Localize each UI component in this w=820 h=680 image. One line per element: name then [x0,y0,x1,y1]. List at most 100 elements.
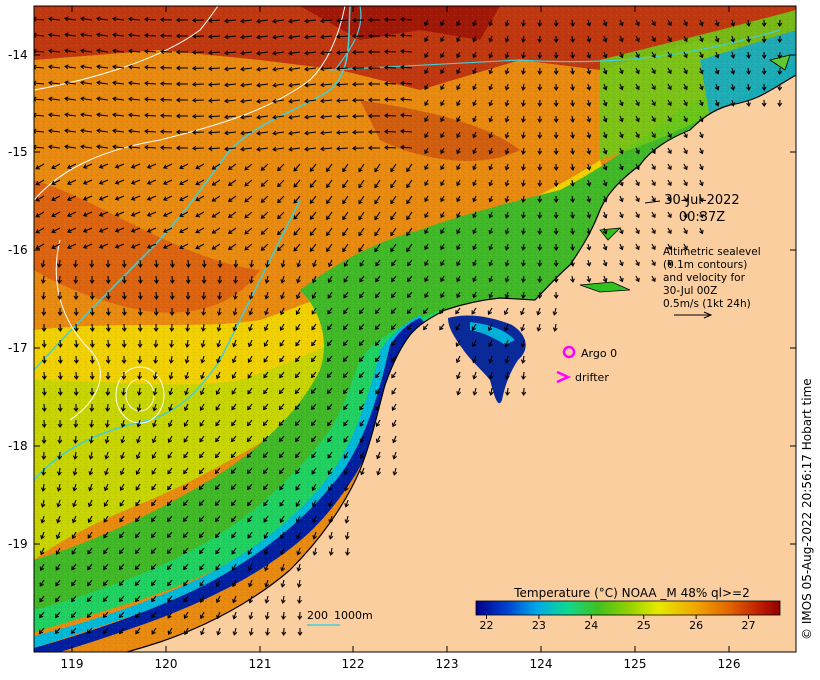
velocity-arrow [329,515,333,523]
velocity-arrow [326,179,333,188]
velocity-arrow [297,275,301,283]
velocity-arrow [345,499,349,507]
velocity-arrow [377,467,381,475]
velocity-arrow [699,195,703,202]
velocity-arrow [71,579,77,586]
velocity-arrow [263,515,269,523]
velocity-arrow [603,67,607,74]
velocity-arrow [376,451,381,459]
velocity-arrow [34,50,45,53]
velocity-arrow [603,51,607,58]
velocity-arrow [327,323,333,330]
velocity-arrow [144,34,157,37]
velocity-arrow [440,211,445,218]
velocity-arrow [489,35,493,42]
velocity-arrow [619,163,623,170]
velocity-arrow [75,371,78,380]
velocity-arrow [571,35,574,43]
velocity-arrow [129,82,141,85]
sealevel-contour [34,6,219,91]
velocity-arrow [81,97,93,101]
velocity-arrow [228,179,237,186]
velocity-arrow [34,98,45,101]
velocity-arrow [231,435,237,442]
velocity-arrow [225,35,237,38]
velocity-arrow [635,51,640,58]
velocity-arrow [215,531,221,538]
velocity-arrow [504,307,509,315]
velocity-arrow [97,33,109,37]
velocity-arrow [424,259,429,266]
velocity-arrow [731,83,735,90]
velocity-arrow [49,18,61,21]
velocity-arrow [241,147,253,150]
altimetry-line: Altimetric sealevel [663,246,761,258]
velocity-arrow [264,323,269,331]
velocity-arrow [217,627,221,635]
velocity-arrow [57,499,61,507]
velocity-arrow [167,579,173,586]
velocity-arrow [635,211,640,218]
velocity-arrow [83,195,93,201]
velocity-arrow [279,403,285,410]
velocity-arrow [505,131,509,138]
velocity-arrow [327,339,333,346]
velocity-arrow [407,259,413,266]
velocity-arrow [105,467,109,475]
velocity-arrow [263,451,269,458]
altimetry-line: 30-Jul 00Z [663,285,717,297]
velocity-arrow [295,451,301,458]
velocity-arrow [151,531,157,538]
velocity-arrow [67,227,77,233]
velocity-arrow [619,227,623,234]
velocity-arrow [456,355,461,363]
velocity-arrow [393,451,397,459]
velocity-arrow [208,131,221,134]
velocity-arrow [424,275,429,282]
velocity-arrow [280,547,285,555]
velocity-arrow [472,83,477,90]
velocity-arrow [327,403,333,410]
velocity-arrow [151,467,157,475]
velocity-arrow [241,51,253,54]
velocity-arrow [328,483,333,491]
velocity-arrow [440,131,445,138]
velocity-arrow [472,19,477,26]
velocity-arrow [41,515,45,523]
colorbar-gradient [475,600,781,616]
velocity-arrow [440,147,445,154]
velocity-arrow [265,595,269,603]
lat-tick-label: -16 [8,243,28,257]
velocity-arrow [571,147,574,155]
velocity-arrow [505,35,509,42]
velocity-arrow [343,387,349,394]
velocity-arrow [635,259,640,266]
velocity-arrow [489,243,493,250]
velocity-arrow [49,146,61,149]
lon-tick-label: 119 [61,657,84,671]
velocity-arrow [131,211,141,216]
velocity-arrow [129,114,141,117]
velocity-arrow [199,467,205,474]
velocity-arrow [280,323,285,331]
velocity-arrow [603,259,607,266]
velocity-arrow [456,195,461,202]
velocity-arrow [113,66,125,69]
velocity-arrow [35,243,45,250]
velocity-arrow [553,307,557,315]
velocity-arrow [424,179,429,186]
velocity-arrow [57,515,61,523]
lon-tick-label: 120 [155,657,178,671]
velocity-arrow [699,131,703,138]
velocity-arrow [215,435,221,442]
velocity-arrow [87,547,93,555]
velocity-arrow [113,130,125,133]
velocity-arrow [358,179,365,188]
velocity-arrow [522,147,525,155]
velocity-arrow [65,113,77,117]
velocity-arrow [232,355,237,363]
velocity-arrow [505,291,509,298]
velocity-arrow [87,563,93,570]
velocity-arrow [199,451,205,458]
velocity-arrow [199,531,205,538]
